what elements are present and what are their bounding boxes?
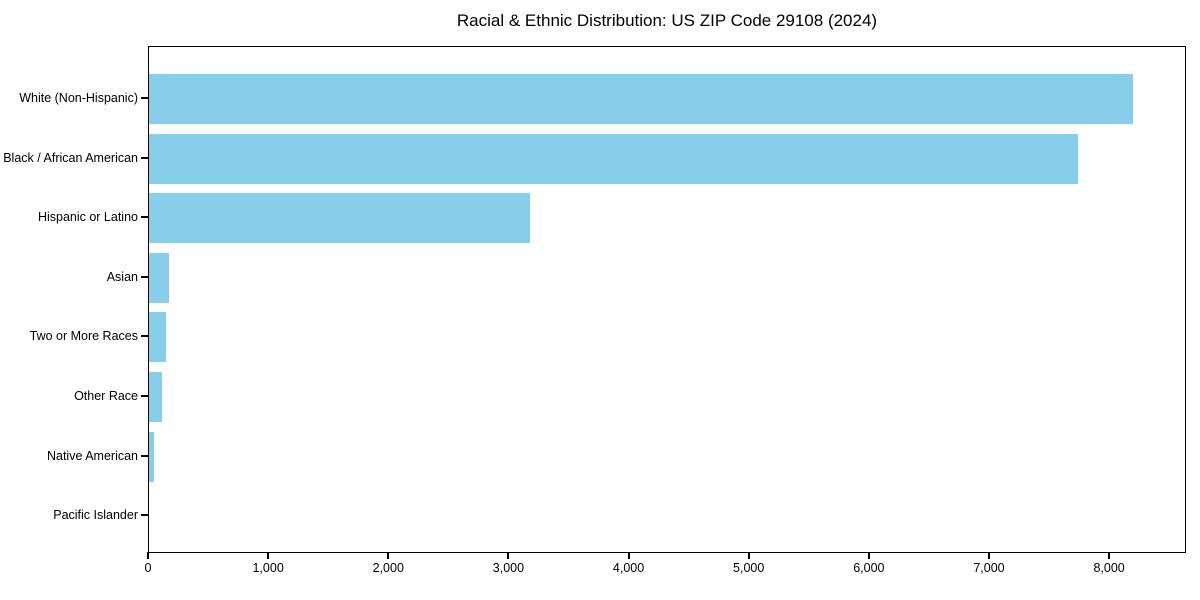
- x-tick-label-7000: 7,000: [973, 561, 1005, 575]
- y-tick-mark: [141, 454, 148, 457]
- bar-black-african-american: [149, 133, 1079, 184]
- y-tick-label-black-african-american: Black / African American: [3, 150, 138, 165]
- x-tick-label-1000: 1,000: [252, 561, 284, 575]
- y-tick-mark: [141, 216, 148, 219]
- y-tick-mark: [141, 97, 148, 99]
- x-tick-label-0: 0: [144, 561, 152, 575]
- x-tick-mark: [867, 552, 870, 559]
- y-tick-mark: [141, 395, 148, 397]
- y-tick-mark: [141, 514, 148, 517]
- x-tick-label-6000: 6,000: [853, 561, 885, 575]
- plot-area: [148, 46, 1186, 553]
- x-tick-label-8000: 8,000: [1093, 561, 1125, 575]
- x-tick-mark: [747, 552, 750, 559]
- y-tick-label-native-american: Native American: [46, 448, 138, 463]
- x-tick-label-4000: 4,000: [612, 561, 645, 575]
- y-tick-label-two-or-more-races: Two or More Races: [29, 329, 138, 344]
- x-tick-mark: [387, 552, 390, 559]
- x-tick-label-2000: 2,000: [372, 561, 404, 575]
- x-tick-mark: [1108, 552, 1111, 559]
- bar-two-or-more-races: [149, 312, 166, 363]
- x-tick-mark: [507, 552, 510, 559]
- y-tick-label-asian: Asian: [106, 269, 138, 284]
- y-tick-label-white-non-hispanic: White (Non-Hispanic): [19, 91, 138, 105]
- y-tick-mark: [141, 156, 148, 159]
- y-tick-mark: [141, 275, 148, 278]
- y-tick-label-other-race: Other Race: [74, 389, 138, 403]
- y-tick-mark: [141, 335, 148, 338]
- x-tick-mark: [267, 552, 270, 559]
- chart-title: Racial & Ethnic Distribution: US ZIP Cod…: [456, 11, 878, 30]
- y-tick-label-pacific-islander: Pacific Islander: [53, 508, 138, 523]
- bar-native-american: [149, 431, 155, 482]
- x-tick-mark: [627, 552, 630, 559]
- bar-other-race: [149, 372, 162, 422]
- x-tick-mark: [147, 552, 149, 559]
- x-tick-label-5000: 5,000: [733, 561, 765, 575]
- bar-asian: [149, 252, 169, 303]
- y-tick-label-hispanic-or-latino: Hispanic or Latino: [37, 210, 138, 225]
- x-tick-mark: [987, 552, 990, 559]
- bar-hispanic-or-latino: [149, 193, 531, 244]
- bar-white-non-hispanic: [149, 74, 1134, 124]
- x-tick-label-3000: 3,000: [492, 561, 525, 575]
